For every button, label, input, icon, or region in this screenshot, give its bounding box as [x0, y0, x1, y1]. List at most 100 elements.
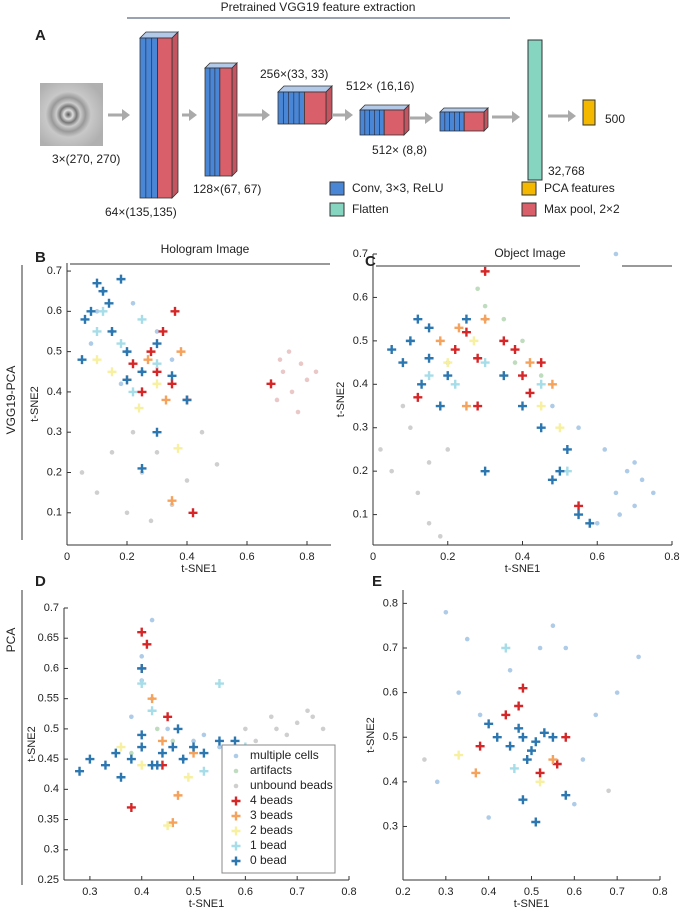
plus-marker: [92, 278, 102, 288]
plus-marker: [514, 723, 524, 733]
plus-marker: [509, 763, 519, 773]
plus-marker: [137, 463, 147, 473]
plus-marker: [548, 755, 558, 765]
plus-marker: [152, 359, 162, 369]
plus-marker: [443, 358, 453, 368]
plus-marker: [137, 730, 147, 740]
plus-marker: [189, 742, 199, 752]
plus-marker: [214, 736, 224, 746]
x-tick-label: 0.6: [238, 886, 253, 898]
x-tick-label: 0.4: [179, 551, 194, 563]
plus-marker: [137, 387, 147, 397]
plus-marker: [435, 336, 445, 346]
plus-marker: [480, 358, 490, 368]
y-axis-label: t-SNE2: [29, 386, 41, 421]
dot-marker: [201, 732, 207, 738]
plus-marker: [107, 367, 117, 377]
x-tick-label: 0.7: [610, 886, 625, 898]
dot-marker: [130, 429, 136, 435]
dot-marker: [169, 357, 175, 362]
dot-marker: [613, 251, 619, 257]
plus-marker: [525, 358, 535, 368]
plus-marker: [413, 392, 423, 402]
plus-marker: [146, 347, 156, 357]
dot-marker: [320, 726, 326, 732]
legend-label: multiple cells: [250, 748, 319, 762]
plus-marker: [562, 444, 572, 454]
y-tick-label: 0.35: [38, 813, 59, 825]
dot-marker: [550, 623, 556, 628]
dot-marker: [632, 460, 637, 465]
y-tick-label: 0.45: [38, 753, 59, 765]
y-axis-label: t-SNE2: [335, 382, 347, 417]
dot-marker: [154, 450, 160, 455]
dot-marker: [130, 300, 136, 306]
plus-marker: [547, 475, 557, 485]
legend-box: [221, 744, 336, 874]
block-side: [171, 31, 179, 199]
y-tick-label: 0.1: [353, 509, 368, 521]
y-tick-label: 0.4: [44, 783, 59, 795]
dot-marker: [94, 490, 100, 495]
plus-marker: [266, 379, 276, 389]
plus-marker: [424, 353, 434, 363]
plus-marker: [461, 327, 471, 337]
plus-marker: [167, 496, 177, 506]
plus-marker: [137, 663, 147, 673]
block-top: [359, 104, 410, 111]
layer-size: 512× (16,16): [346, 79, 414, 93]
legend-label: 2 beads: [250, 823, 293, 837]
dot-marker: [512, 360, 518, 365]
plus-marker: [531, 817, 541, 827]
plus-marker: [547, 379, 557, 389]
legend-marker: [233, 753, 239, 759]
legend-label: 4 beads: [250, 793, 293, 807]
plus-marker: [417, 379, 427, 389]
y-tick-label: 0.2: [47, 466, 62, 478]
y-tick-label: 0.5: [353, 335, 368, 347]
plus-marker: [535, 768, 545, 778]
plus-marker: [122, 347, 132, 357]
arrow-head: [345, 109, 353, 121]
dot-marker: [426, 460, 432, 465]
y-tick-label: 0.7: [353, 248, 368, 260]
plus-marker: [152, 339, 162, 349]
plus-marker: [173, 790, 183, 800]
x-tick-label: 0.8: [299, 551, 314, 563]
arrow-head: [425, 112, 433, 124]
conv-block: [359, 109, 385, 136]
x-tick-label: 0.6: [239, 551, 254, 563]
dot-marker: [464, 636, 470, 642]
y-tick-label: 0.5: [47, 346, 62, 358]
plus-marker: [85, 754, 95, 764]
plus-marker: [499, 336, 509, 346]
plus-marker: [168, 742, 178, 752]
dot-marker: [563, 645, 569, 651]
dot-marker: [295, 409, 301, 415]
plus-marker: [505, 741, 515, 751]
plus-marker: [480, 314, 490, 324]
plus-marker: [450, 345, 460, 355]
dot-marker: [593, 712, 599, 718]
layer-size: 128×(67, 67): [193, 182, 261, 196]
dot-marker: [154, 329, 160, 334]
dot-marker: [274, 397, 280, 403]
plus-marker: [450, 379, 460, 389]
legend-marker: [231, 841, 241, 851]
dot-marker: [109, 450, 115, 455]
conv-block: [439, 111, 465, 132]
plus-marker: [152, 760, 162, 770]
plus-marker: [137, 679, 147, 689]
legend-label: artifacts: [250, 763, 292, 777]
legend-marker: [233, 783, 239, 789]
plus-marker: [137, 314, 147, 324]
dot-marker: [129, 750, 134, 756]
dot-marker: [154, 726, 160, 732]
panel-label: E: [372, 573, 382, 590]
plus-marker: [405, 336, 415, 346]
flatten-layer: [527, 39, 543, 181]
y-tick-label: 0.6: [383, 687, 398, 699]
panel-label: B: [35, 249, 46, 266]
legend-swatch: [329, 181, 345, 196]
y-tick-label: 0.4: [47, 386, 62, 398]
